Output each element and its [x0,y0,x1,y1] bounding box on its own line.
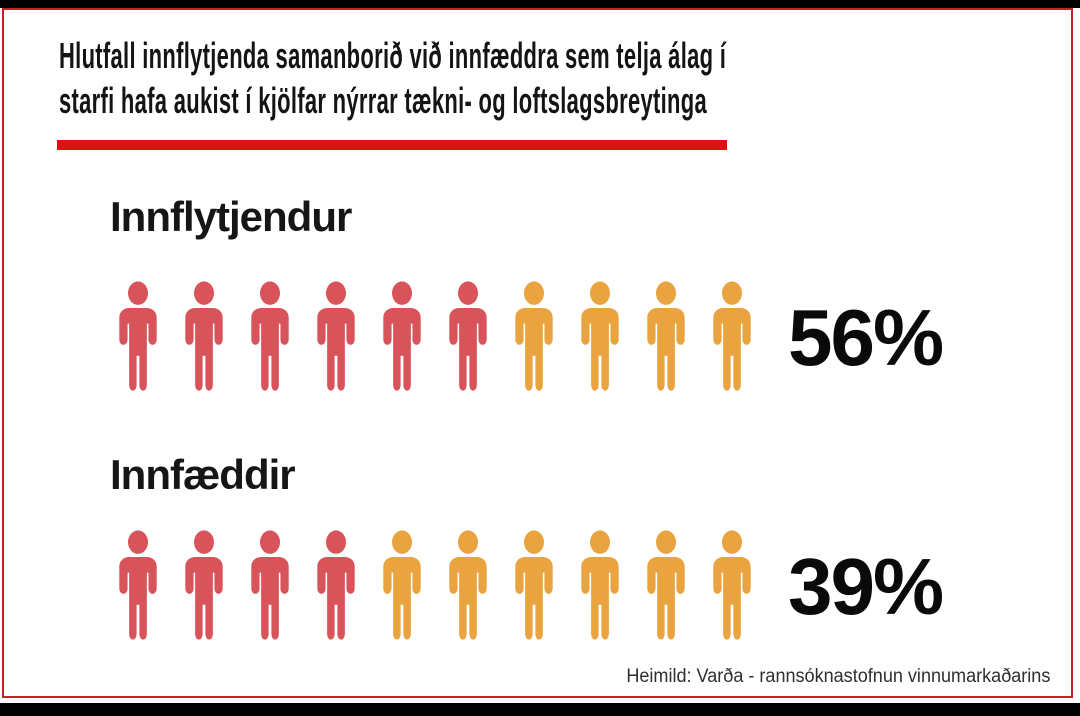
percent-value-innfaeddir: 39% [788,541,944,631]
percent-value-innflytjendur: 56% [788,292,944,382]
pictogram-row-innflytjendur [111,281,759,394]
letterbox-top [0,0,1080,8]
person-icon [581,281,619,391]
person-icon [317,281,355,391]
person-icon [185,530,223,640]
person-icon [647,281,685,391]
person-icon [449,281,487,391]
chart-title-line-1: Hlutfall innflytjenda samanborið við inn… [59,35,727,76]
person-icon [383,530,421,640]
row-label-innfaeddir: Innfæddir [110,451,296,498]
person-icon [317,530,355,640]
chart-title-line-2: starfi hafa aukist í kjölfar nýrrar tækn… [59,80,707,121]
letterbox-bottom [0,703,1080,716]
person-icon [383,281,421,391]
person-icon [449,530,487,640]
person-icon [515,281,553,391]
person-icon [713,281,751,391]
person-icon [119,281,157,391]
person-icon [185,281,223,391]
person-icon [581,530,619,640]
pictogram-row-innfaeddir [111,530,759,643]
person-icon [713,530,751,640]
person-icon [515,530,553,640]
source-attribution: Heimild: Varða - rannsóknastofnun vinnum… [625,666,1050,687]
person-icon [119,530,157,640]
person-icon [647,530,685,640]
chart-title: Hlutfall innflytjenda samanborið við inn… [59,33,726,123]
person-icon [251,530,289,640]
row-label-innflytjendur: Innflytjendur [110,193,352,240]
person-icon [251,281,289,391]
title-underline-bar [57,140,727,150]
